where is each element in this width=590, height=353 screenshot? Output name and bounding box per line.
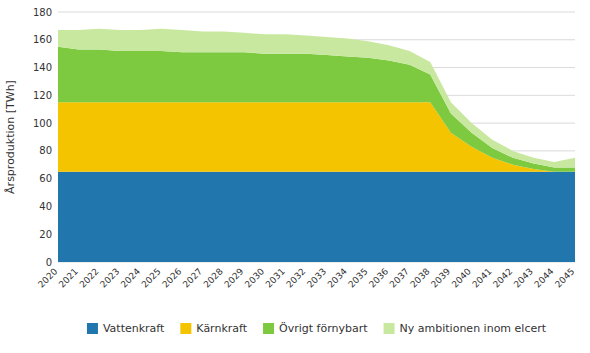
legend-swatch: [263, 323, 274, 334]
chart: 0204060801001201401601802020202120222023…: [0, 0, 590, 353]
x-tick-label: 2024: [119, 266, 142, 289]
legend-item: Kärnkraft: [180, 322, 247, 335]
x-tick-label: 2025: [140, 266, 163, 289]
y-tick-label: 140: [33, 62, 52, 73]
x-tick-label: 2022: [78, 266, 101, 289]
x-tick-label: 2042: [491, 266, 514, 289]
x-tick-label: 2020: [36, 266, 59, 289]
legend-label: Vattenkraft: [103, 322, 165, 335]
x-tick-label: 2036: [367, 266, 390, 289]
areas: [58, 29, 575, 262]
x-tick-label: 2032: [284, 266, 307, 289]
x-tick-label: 2039: [429, 266, 452, 289]
legend-swatch: [180, 323, 191, 334]
area: [58, 172, 575, 262]
y-tick-label: 160: [33, 34, 52, 45]
y-tick-label: 180: [33, 7, 52, 18]
x-tick-label: 2026: [160, 266, 183, 289]
x-tick-label: 2029: [222, 266, 245, 289]
y-axis-label: Årsproduktion [TWh]: [4, 80, 17, 194]
axes: 0204060801001201401601802020202120222023…: [4, 7, 576, 290]
grid-line: [58, 12, 575, 13]
y-tick-label: 20: [39, 229, 52, 240]
x-tick-label: 2028: [202, 266, 225, 289]
legend-item: Vattenkraft: [87, 322, 165, 335]
x-tick-label: 2038: [408, 266, 431, 289]
legend-item: Ny ambitionen inom elcert: [384, 322, 547, 335]
x-tick-label: 2035: [346, 266, 369, 289]
x-tick-label: 2027: [181, 266, 204, 289]
grid: [58, 12, 575, 262]
legend-swatch: [87, 323, 98, 334]
x-tick-label: 2033: [305, 266, 328, 289]
legend-item: Övrigt förnybart: [263, 322, 368, 335]
area: [58, 102, 575, 171]
x-tick-label: 2023: [98, 266, 121, 289]
y-tick-label: 0: [46, 257, 52, 268]
legend-label: Kärnkraft: [196, 322, 247, 335]
y-tick-label: 40: [39, 201, 52, 212]
y-tick-label: 80: [39, 145, 52, 156]
x-tick-label: 2030: [243, 266, 266, 289]
legend-label: Övrigt förnybart: [279, 322, 368, 335]
x-tick-label: 2044: [532, 266, 555, 289]
x-tick-label: 2031: [264, 266, 287, 289]
x-tick-label: 2043: [512, 266, 535, 289]
legend: Vattenkraft Kärnkraft Övrigt förnybart Ny a…: [87, 322, 547, 335]
x-tick-label: 2040: [450, 266, 473, 289]
x-tick-label: 2037: [388, 266, 411, 289]
area: [58, 47, 575, 172]
x-tick-label: 2034: [326, 266, 349, 289]
y-tick-label: 60: [39, 173, 52, 184]
x-tick-label: 2021: [57, 266, 80, 289]
legend-swatch: [384, 323, 395, 334]
y-tick-label: 100: [33, 118, 52, 129]
x-tick-label: 2045: [553, 266, 576, 289]
y-tick-label: 120: [33, 90, 52, 101]
legend-label: Ny ambitionen inom elcert: [400, 322, 547, 335]
x-tick-label: 2041: [470, 266, 493, 289]
area: [58, 29, 575, 168]
